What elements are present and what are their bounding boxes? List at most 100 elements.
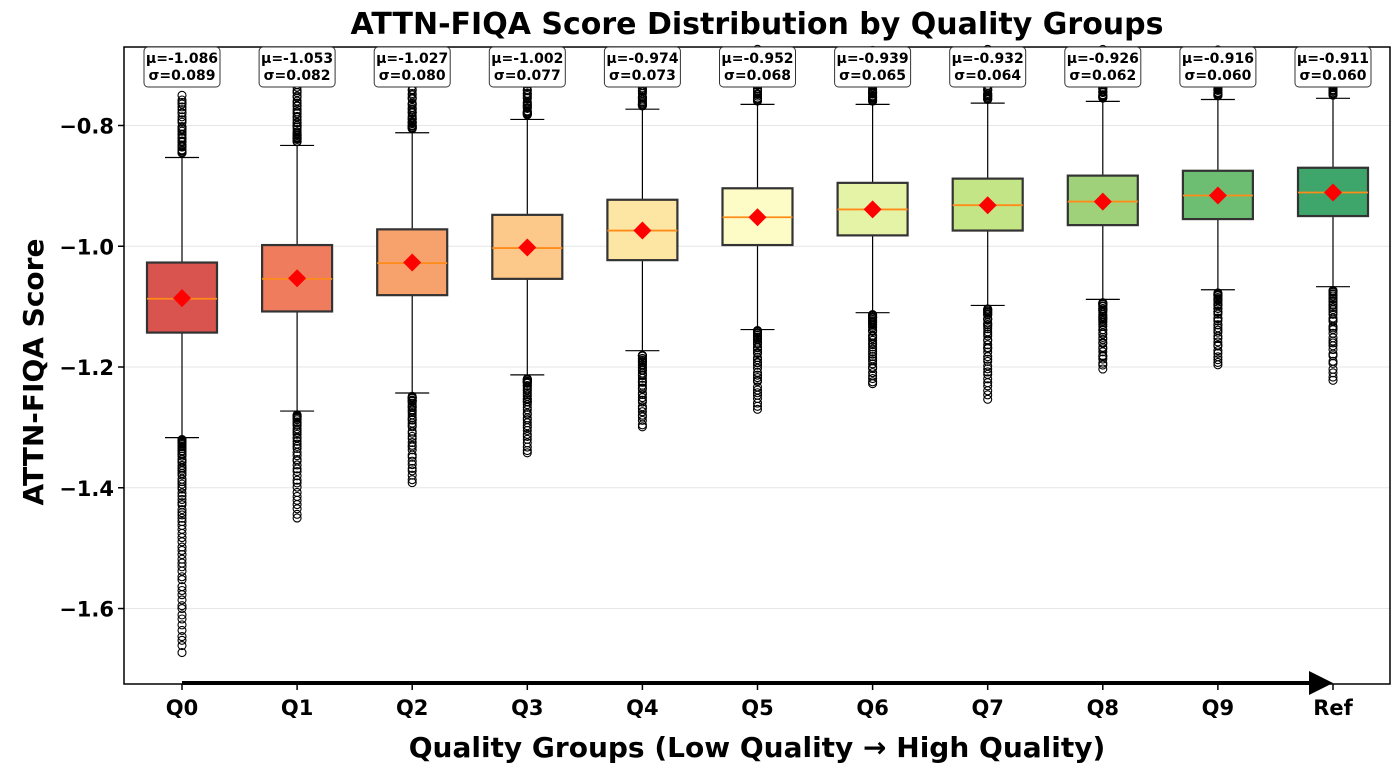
stat-annotations: μ=-1.086σ=0.089μ=-1.053σ=0.082μ=-1.027σ=… bbox=[143, 46, 1372, 88]
outlier-point bbox=[983, 356, 993, 366]
outlier-point bbox=[177, 90, 187, 100]
outlier-point bbox=[752, 89, 763, 99]
outlier-point bbox=[177, 121, 187, 132]
outlier-point bbox=[177, 102, 187, 112]
outlier-point bbox=[637, 377, 647, 387]
outlier-point bbox=[522, 378, 532, 388]
stat-annotation-box bbox=[258, 46, 336, 88]
outlier-point bbox=[177, 451, 187, 461]
stat-annotation-std: σ=0.065 bbox=[839, 68, 906, 84]
stat-annotation-mean: μ=-0.932 bbox=[952, 51, 1024, 67]
outlier-point bbox=[983, 394, 993, 404]
outlier-point bbox=[292, 471, 302, 481]
outlier-point bbox=[1328, 368, 1338, 378]
outlier-point bbox=[522, 88, 532, 98]
outlier-point bbox=[1328, 309, 1338, 319]
outlier-point bbox=[637, 407, 647, 417]
outlier-point bbox=[1213, 320, 1223, 330]
outlier-point bbox=[868, 349, 878, 359]
outlier-point bbox=[292, 475, 302, 485]
outlier-point bbox=[177, 117, 187, 127]
outlier-point bbox=[177, 562, 187, 572]
outlier-point bbox=[292, 504, 302, 514]
outlier-point bbox=[983, 354, 993, 364]
stat-annotation-mean: μ=-0.916 bbox=[1182, 51, 1254, 67]
outlier-point bbox=[868, 351, 878, 362]
outlier-point bbox=[407, 124, 417, 134]
outlier-point bbox=[407, 431, 417, 441]
outlier-point bbox=[407, 466, 417, 476]
outlier-point bbox=[177, 620, 187, 630]
outlier-point bbox=[292, 124, 302, 134]
y-tick-label: −1.2 bbox=[59, 356, 114, 380]
outlier-point bbox=[177, 484, 187, 494]
x-tick-label: Q3 bbox=[511, 696, 543, 720]
outlier-point bbox=[1213, 295, 1223, 305]
stat-annotation-std: σ=0.060 bbox=[1184, 68, 1251, 84]
x-tick-label: Q9 bbox=[1202, 696, 1234, 720]
outlier-point bbox=[177, 95, 187, 105]
outlier-point bbox=[983, 390, 993, 400]
outlier-point bbox=[522, 431, 532, 441]
outlier-point bbox=[1213, 348, 1223, 358]
outlier-point bbox=[983, 324, 993, 334]
outlier-point bbox=[1213, 309, 1223, 319]
outlier-point bbox=[1213, 314, 1223, 324]
x-tick-label: Q6 bbox=[856, 696, 888, 720]
outlier-point bbox=[1328, 358, 1338, 368]
outlier-point bbox=[177, 625, 187, 635]
x-tick-label: Q8 bbox=[1087, 696, 1119, 720]
outlier-point bbox=[1213, 357, 1223, 368]
outlier-point bbox=[177, 112, 187, 122]
outlier-point bbox=[177, 513, 187, 523]
outlier-point bbox=[407, 463, 417, 473]
outlier-point bbox=[522, 442, 532, 452]
outlier-point bbox=[752, 388, 763, 398]
outlier-point bbox=[1328, 375, 1338, 385]
outlier-point bbox=[177, 488, 187, 498]
outlier-point bbox=[752, 373, 763, 383]
mean-marker bbox=[633, 221, 652, 240]
stat-annotation-mean: μ=-1.053 bbox=[261, 51, 333, 67]
outlier-point bbox=[177, 508, 187, 518]
stat-annotation-box bbox=[143, 46, 221, 88]
stat-annotation-box bbox=[488, 46, 566, 88]
mean-marker bbox=[403, 253, 422, 272]
outlier-point bbox=[1328, 294, 1338, 304]
outlier-point bbox=[292, 91, 302, 101]
outlier-point bbox=[1213, 327, 1223, 337]
mean-marker bbox=[978, 196, 997, 215]
outlier-point bbox=[752, 339, 763, 349]
stat-annotation-std: σ=0.080 bbox=[379, 68, 446, 84]
outlier-point bbox=[1098, 347, 1108, 357]
outlier-point bbox=[983, 331, 993, 341]
plot-area bbox=[145, 44, 1370, 658]
outlier-point bbox=[177, 537, 187, 547]
outlier-point bbox=[177, 115, 187, 125]
outlier-point bbox=[292, 415, 302, 425]
outlier-point bbox=[868, 347, 878, 357]
stat-annotation-box bbox=[1179, 46, 1257, 88]
stat-annotation-box bbox=[1064, 46, 1142, 88]
outlier-point bbox=[177, 635, 187, 645]
outlier-point bbox=[983, 381, 993, 391]
outlier-point bbox=[637, 371, 647, 381]
outlier-point bbox=[868, 91, 878, 101]
outlier-point bbox=[637, 415, 647, 425]
outlier-point bbox=[292, 447, 302, 457]
stat-annotation-mean: μ=-0.911 bbox=[1297, 51, 1369, 67]
outlier-point bbox=[177, 439, 187, 449]
outlier-point bbox=[983, 374, 993, 384]
stat-annotation-std: σ=0.082 bbox=[264, 68, 331, 84]
stat-annotation-mean: μ=-0.926 bbox=[1067, 51, 1139, 67]
outlier-point bbox=[637, 393, 647, 403]
mean-marker bbox=[863, 200, 882, 219]
outlier-point bbox=[292, 513, 302, 523]
outlier-point bbox=[407, 445, 417, 455]
outlier-point bbox=[752, 360, 763, 370]
outlier-point bbox=[177, 572, 187, 582]
outlier-point bbox=[292, 443, 302, 453]
outlier-point bbox=[292, 464, 302, 474]
stat-annotation-mean: μ=-1.086 bbox=[146, 51, 218, 67]
mean-marker bbox=[1324, 183, 1342, 202]
